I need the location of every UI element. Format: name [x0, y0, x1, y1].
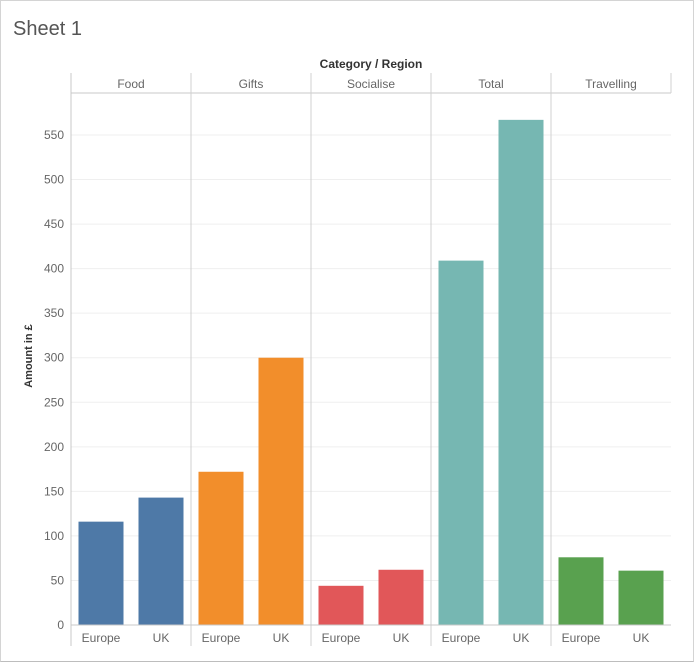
- x-tick-label: UK: [633, 631, 650, 645]
- bar-gifts-uk: [258, 357, 304, 625]
- panel-header-travelling: Travelling: [585, 77, 637, 91]
- x-tick-label: UK: [153, 631, 170, 645]
- bar-total-uk: [498, 119, 544, 625]
- y-tick-label: 0: [57, 618, 64, 632]
- panel-header-gifts: Gifts: [239, 77, 264, 91]
- x-tick-label: Europe: [82, 631, 121, 645]
- bar-total-europe: [438, 260, 484, 625]
- y-tick-label: 550: [44, 128, 64, 142]
- sheet-title: Sheet 1: [13, 18, 82, 40]
- bar-food-uk: [138, 497, 184, 625]
- y-tick-label: 350: [44, 306, 64, 320]
- x-tick-label: Europe: [202, 631, 241, 645]
- bar-gifts-europe: [198, 471, 244, 625]
- y-tick-label: 500: [44, 173, 64, 187]
- x-tick-label: UK: [513, 631, 530, 645]
- bar-socialise-uk: [378, 569, 424, 625]
- bar-socialise-europe: [318, 585, 364, 625]
- panel-header-socialise: Socialise: [347, 77, 395, 91]
- panel-header-food: Food: [117, 77, 144, 91]
- x-tick-label: UK: [393, 631, 410, 645]
- x-tick-label: Europe: [562, 631, 601, 645]
- y-tick-label: 150: [44, 484, 64, 498]
- x-tick-label: Europe: [442, 631, 481, 645]
- y-tick-label: 50: [51, 573, 65, 587]
- y-tick-label: 100: [44, 529, 64, 543]
- x-tick-label: Europe: [322, 631, 361, 645]
- bar-travelling-uk: [618, 570, 664, 625]
- y-tick-label: 200: [44, 440, 64, 454]
- bar-food-europe: [78, 521, 124, 625]
- bar-travelling-europe: [558, 557, 604, 625]
- chart-title: Category / Region: [320, 57, 423, 71]
- y-axis-label: Amount in £: [23, 324, 35, 388]
- y-tick-label: 250: [44, 395, 64, 409]
- y-tick-label: 300: [44, 351, 64, 365]
- panel-header-total: Total: [478, 77, 503, 91]
- y-tick-label: 450: [44, 217, 64, 231]
- plot-area: 0 50 100 150 200 250 300 350 400 450 500 550 Food Eur…: [44, 73, 672, 646]
- y-tick-label: 400: [44, 262, 64, 276]
- x-tick-label: UK: [273, 631, 290, 645]
